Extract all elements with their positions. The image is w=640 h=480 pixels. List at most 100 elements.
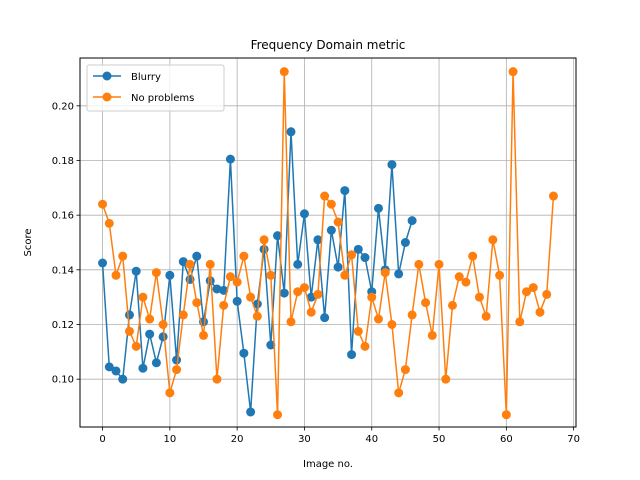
y-tick-label: 0.12 bbox=[52, 320, 74, 331]
data-point-blurry bbox=[145, 329, 155, 339]
data-point-no-problems bbox=[313, 289, 323, 299]
data-point-no-problems bbox=[111, 270, 121, 280]
data-point-blurry bbox=[158, 332, 168, 342]
x-tick-label: 10 bbox=[163, 434, 176, 445]
data-point-blurry bbox=[252, 299, 262, 309]
data-point-blurry bbox=[111, 366, 121, 376]
data-point-no-problems bbox=[421, 298, 431, 308]
data-point-no-problems bbox=[293, 287, 303, 297]
data-point-no-problems bbox=[320, 191, 330, 201]
y-tick-label: 0.10 bbox=[52, 375, 74, 386]
x-tick-label: 70 bbox=[567, 434, 580, 445]
series-layer bbox=[98, 67, 558, 420]
data-point-no-problems bbox=[151, 268, 161, 278]
data-point-no-problems bbox=[394, 388, 404, 398]
data-point-blurry bbox=[131, 266, 141, 276]
data-point-no-problems bbox=[373, 314, 383, 324]
data-point-no-problems bbox=[448, 300, 457, 310]
data-point-blurry bbox=[326, 225, 336, 235]
data-point-no-problems bbox=[185, 259, 195, 269]
y-axis-label: Score bbox=[23, 228, 34, 256]
data-point-blurry bbox=[293, 259, 303, 269]
data-point-no-problems bbox=[219, 300, 229, 310]
data-point-no-problems bbox=[407, 310, 417, 320]
data-point-blurry bbox=[387, 160, 397, 170]
data-point-no-problems bbox=[192, 298, 202, 308]
data-point-no-problems bbox=[468, 251, 478, 261]
data-point-no-problems bbox=[380, 268, 390, 278]
data-point-no-problems bbox=[474, 292, 484, 302]
data-point-no-problems bbox=[427, 330, 437, 340]
data-point-blurry bbox=[138, 363, 148, 373]
data-point-blurry bbox=[407, 216, 417, 226]
data-point-no-problems bbox=[535, 307, 545, 317]
data-point-no-problems bbox=[353, 326, 363, 336]
data-point-blurry bbox=[98, 258, 108, 268]
data-point-blurry bbox=[373, 203, 383, 213]
data-point-blurry bbox=[279, 288, 289, 298]
data-point-blurry bbox=[353, 244, 363, 254]
data-point-blurry bbox=[273, 231, 283, 241]
x-axis: 0 10 20 30 40 50 60 70 bbox=[99, 427, 580, 445]
y-tick-label: 0.14 bbox=[52, 265, 74, 276]
data-point-no-problems bbox=[252, 311, 262, 321]
data-point-no-problems bbox=[495, 270, 505, 280]
data-point-blurry bbox=[205, 276, 215, 286]
y-tick-label: 0.18 bbox=[52, 156, 74, 167]
data-point-no-problems bbox=[434, 259, 444, 269]
data-point-no-problems bbox=[232, 277, 242, 287]
data-point-no-problems bbox=[98, 199, 108, 209]
data-point-no-problems bbox=[266, 270, 276, 280]
data-point-blurry bbox=[299, 209, 309, 219]
data-point-blurry bbox=[340, 186, 350, 196]
data-point-no-problems bbox=[347, 250, 357, 260]
series-line-no-problems bbox=[101, 70, 555, 416]
data-point-blurry bbox=[151, 358, 161, 368]
data-point-no-problems bbox=[542, 289, 552, 299]
data-point-no-problems bbox=[165, 388, 175, 398]
data-point-no-problems bbox=[454, 272, 464, 282]
x-tick-label: 0 bbox=[99, 434, 105, 445]
data-point-blurry bbox=[118, 374, 128, 384]
data-point-no-problems bbox=[205, 259, 215, 269]
plot-frame bbox=[79, 57, 577, 428]
data-point-blurry bbox=[333, 262, 343, 272]
data-point-no-problems bbox=[259, 235, 269, 245]
y-tick-label: 0.20 bbox=[52, 101, 74, 112]
data-point-no-problems bbox=[360, 341, 370, 351]
data-point-blurry bbox=[306, 292, 316, 302]
y-axis: 0.10 0.12 0.14 0.16 0.18 0.20 bbox=[52, 101, 80, 386]
data-point-blurry bbox=[239, 348, 249, 358]
data-point-no-problems bbox=[441, 374, 451, 384]
data-point-no-problems bbox=[158, 320, 168, 329]
data-point-no-problems bbox=[306, 307, 316, 317]
data-point-no-problems bbox=[461, 277, 471, 287]
data-point-blurry bbox=[266, 340, 276, 350]
data-point-no-problems bbox=[225, 272, 235, 282]
data-point-no-problems bbox=[501, 410, 511, 420]
data-point-no-problems bbox=[286, 317, 296, 327]
data-point-no-problems bbox=[326, 199, 336, 209]
data-point-blurry bbox=[320, 313, 330, 323]
data-point-blurry bbox=[165, 270, 175, 280]
data-point-no-problems bbox=[131, 341, 141, 351]
data-point-no-problems bbox=[104, 218, 114, 228]
data-point-no-problems bbox=[488, 235, 498, 245]
grid bbox=[80, 58, 576, 427]
x-axis-label: Image no. bbox=[303, 459, 353, 470]
data-point-no-problems bbox=[178, 310, 188, 320]
legend-label-blurry: Blurry bbox=[131, 72, 161, 83]
series-line-blurry bbox=[101, 131, 413, 413]
data-point-blurry bbox=[232, 296, 242, 306]
data-point-no-problems bbox=[138, 292, 148, 302]
data-point-no-problems bbox=[199, 330, 208, 340]
data-point-no-problems bbox=[124, 326, 134, 336]
data-point-no-problems bbox=[239, 251, 249, 261]
series-blurry bbox=[98, 127, 417, 417]
data-point-no-problems bbox=[367, 292, 377, 302]
data-point-blurry bbox=[124, 310, 134, 320]
data-point-no-problems bbox=[273, 410, 283, 420]
data-point-no-problems bbox=[548, 191, 558, 201]
x-tick-label: 50 bbox=[433, 434, 446, 445]
data-point-no-problems bbox=[145, 314, 155, 324]
